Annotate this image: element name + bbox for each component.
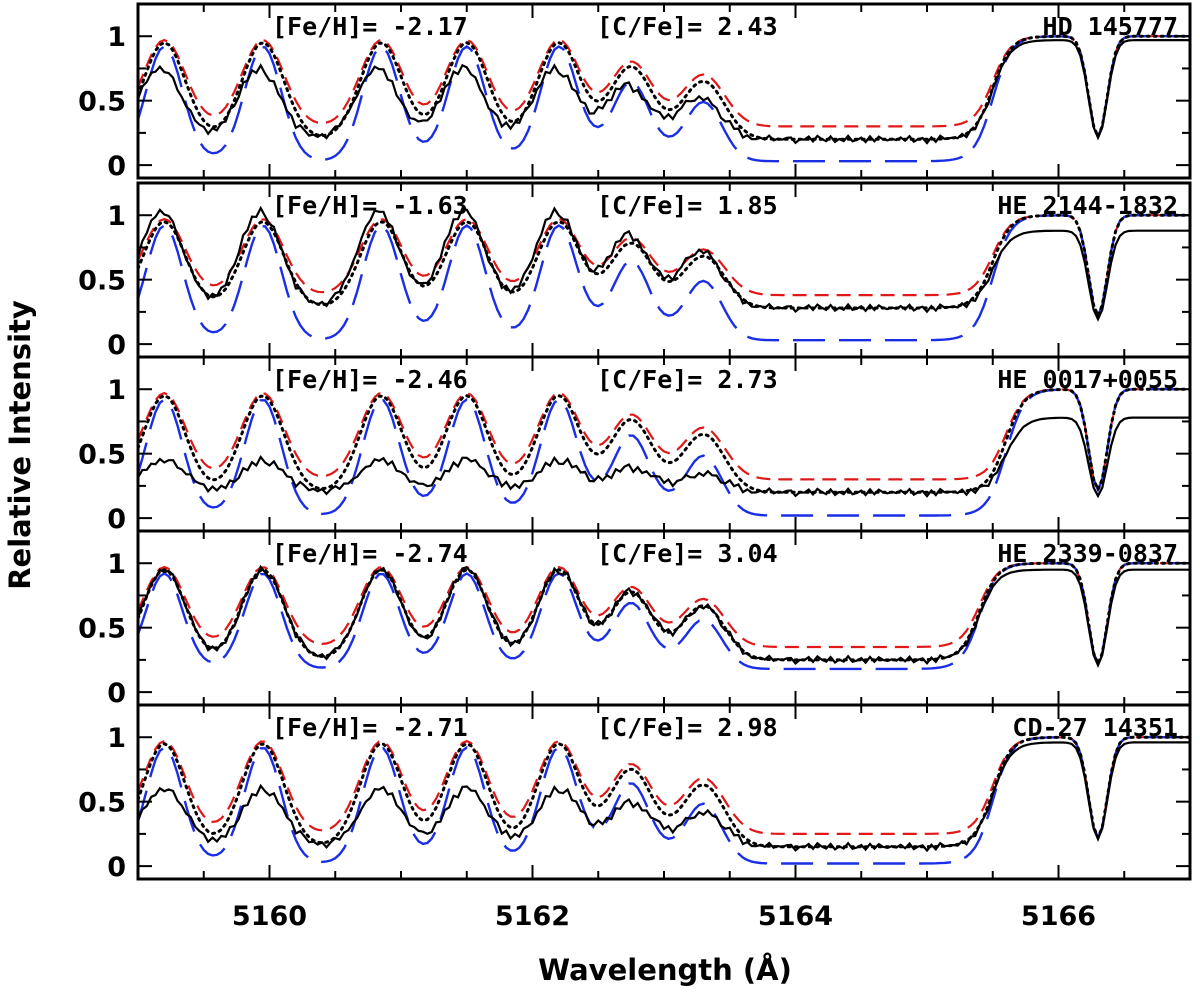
cfe-annotation-3: [C/Fe]= 2.73 — [597, 365, 778, 394]
y-tick-label: 0 — [107, 852, 126, 883]
series-dot-panel-5 — [138, 735, 1190, 849]
series-red-panel-3 — [138, 388, 1190, 493]
feh-annotation-5: [Fe/H]= -2.71 — [272, 713, 468, 742]
star-name-5: CD-27 14351 — [1012, 713, 1178, 742]
feh-annotation-4: [Fe/H]= -2.74 — [272, 539, 468, 568]
x-tick-labels: 5160 5162 5164 5166 — [232, 901, 1096, 932]
panel-4: 0 0.5 1 [Fe/H]= -2.74 [C/Fe]= 3.04 HE 2339-08… — [78, 529, 1192, 709]
feh-annotation-3: [Fe/H]= -2.46 — [272, 365, 468, 394]
x-tick-label: 5164 — [758, 901, 833, 932]
x-tick-label: 5160 — [232, 901, 307, 932]
y-tick-label: 1 — [107, 22, 126, 53]
series-dot-panel-2 — [138, 213, 1190, 320]
series-red-panel-2 — [138, 214, 1190, 319]
series-red-panel-4 — [138, 562, 1190, 667]
x-axis-title: Wavelength (Å) — [538, 953, 792, 987]
y-tick-label: 1 — [107, 375, 126, 406]
series-blue-panel-5 — [138, 736, 1190, 865]
y-tick-label: 0.5 — [78, 788, 126, 819]
x-tick-label: 5162 — [495, 901, 570, 932]
y-tick-label: 0.5 — [78, 440, 126, 471]
feh-annotation-1: [Fe/H]= -2.17 — [272, 12, 468, 41]
series-obs-panel-5 — [138, 741, 1190, 853]
cfe-annotation-1: [C/Fe]= 2.43 — [597, 12, 778, 41]
star-name-3: HE 0017+0055 — [997, 365, 1178, 394]
panel-3: 0 0.5 1 [Fe/H]= -2.46 [C/Fe]= 2.73 HE 0017+00… — [78, 355, 1192, 535]
star-name-1: HD 145777 — [1043, 12, 1178, 41]
series-red-panel-1 — [138, 35, 1190, 140]
series-red-panel-5 — [138, 736, 1190, 841]
y-tick-label: 0 — [107, 151, 126, 182]
series-dot-panel-1 — [138, 34, 1190, 141]
y-tick-label: 1 — [107, 723, 126, 754]
panel-1: 0 0.5 1 [Fe/H]= -2.17 [C/Fe]= 2.43 HD 145777 — [78, 2, 1192, 182]
y-axis-title: Relative Intensity — [3, 300, 37, 590]
panel-5: 0 0.5 1 [Fe/H]= -2.71 [C/Fe]= 2.98 CD-27 1435… — [78, 703, 1192, 883]
series-dot-panel-4 — [138, 561, 1190, 668]
y-tick-label: 0.5 — [78, 87, 126, 118]
star-name-4: HE 2339-0837 — [997, 539, 1178, 568]
y-tick-label: 1 — [107, 549, 126, 580]
series-obs-panel-1 — [138, 39, 1190, 145]
cfe-annotation-5: [C/Fe]= 2.98 — [597, 713, 778, 742]
y-tick-label: 0.5 — [78, 614, 126, 645]
series-blue-panel-1 — [138, 35, 1190, 163]
x-tick-label: 5166 — [1021, 901, 1096, 932]
series-blue-panel-2 — [138, 214, 1190, 342]
panels-group: 00.51 [Fe/H]= -2.17 [C/Fe]= 2.43 HD 1457770… — [78, 2, 1192, 883]
y-tick-label: 1 — [107, 201, 126, 232]
series-obs-panel-3 — [138, 416, 1190, 499]
cfe-annotation-4: [C/Fe]= 3.04 — [597, 539, 778, 568]
feh-annotation-2: [Fe/H]= -1.63 — [272, 191, 468, 220]
y-tick-label: 0.5 — [78, 266, 126, 297]
star-name-2: HE 2144-1832 — [997, 191, 1178, 220]
y-tick-label: 0 — [107, 504, 126, 535]
series-obs-panel-2 — [138, 205, 1190, 322]
y-tick-label: 0 — [107, 330, 126, 361]
series-blue-panel-4 — [138, 562, 1190, 671]
panel-2: 0 0.5 1 [Fe/H]= -1.63 [C/Fe]= 1.85 HE 2144-18… — [78, 181, 1192, 361]
series-blue-panel-3 — [138, 388, 1190, 517]
series-obs-panel-4 — [138, 564, 1190, 669]
y-tick-label: 0 — [107, 678, 126, 709]
series-dot-panel-3 — [138, 387, 1190, 494]
cfe-annotation-2: [C/Fe]= 1.85 — [597, 191, 778, 220]
